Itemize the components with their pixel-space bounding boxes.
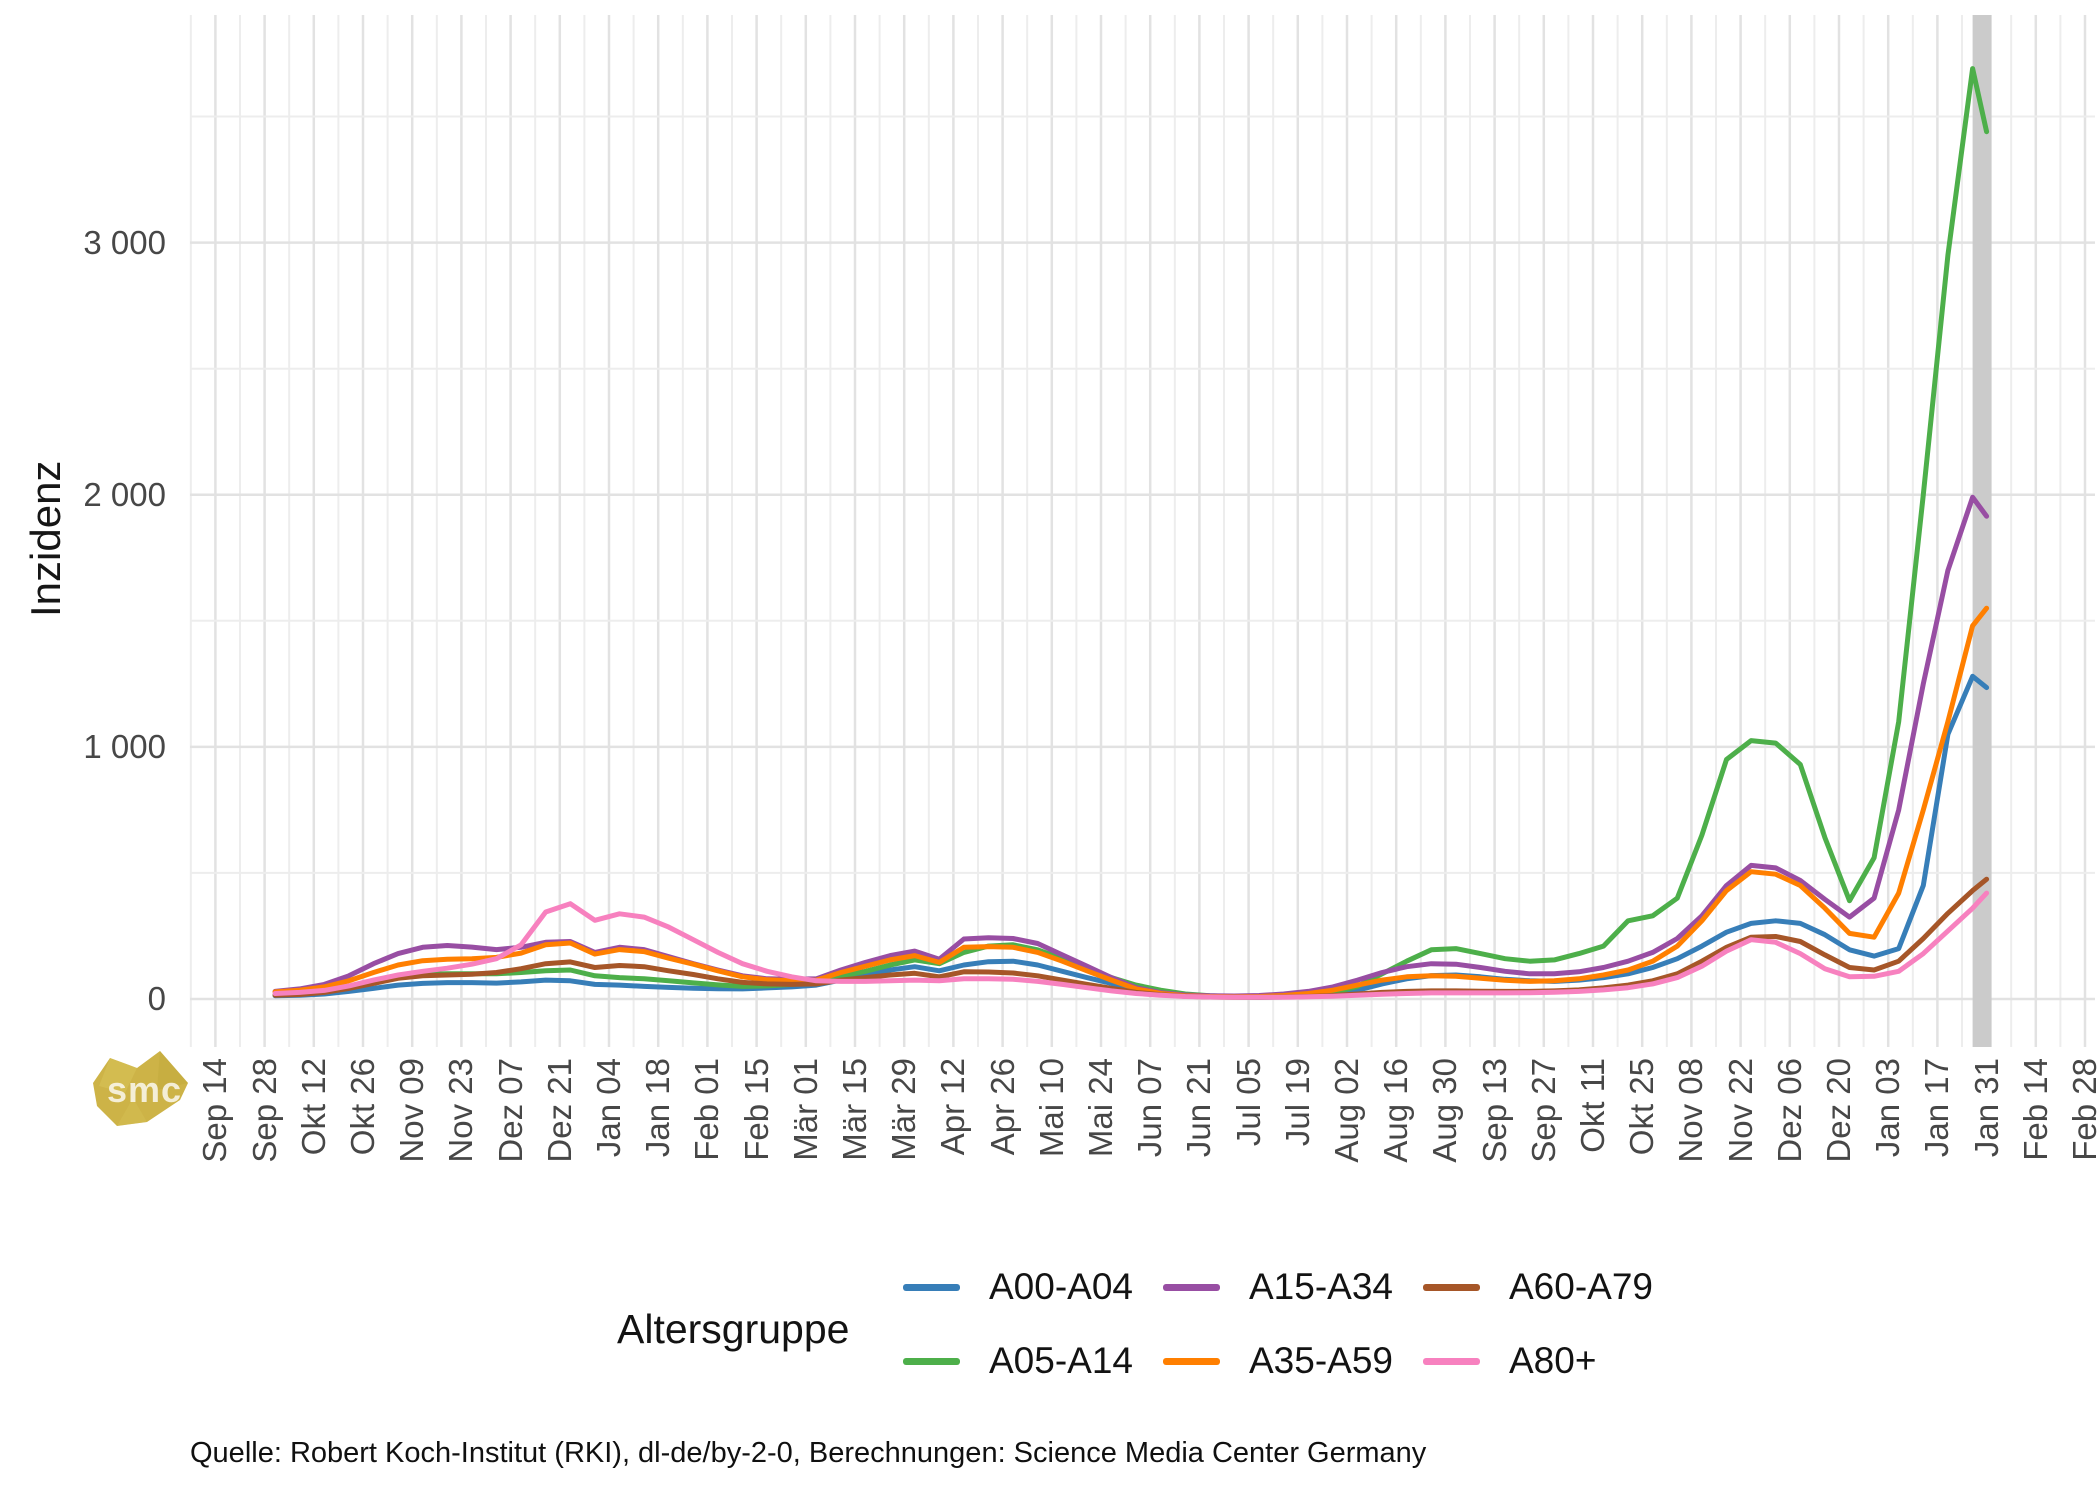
legend-swatch-icon — [1163, 1357, 1220, 1365]
x-tick-label: Nov 09 — [393, 1058, 431, 1163]
x-tick-label: Sep 13 — [1475, 1058, 1513, 1163]
y-tick-label: 1 000 — [83, 727, 166, 765]
x-tick-label: Apr 26 — [983, 1058, 1021, 1156]
smc-logo: smc — [93, 1051, 188, 1126]
x-tick-label: Nov 08 — [1672, 1058, 1710, 1163]
x-tick-label: Aug 30 — [1426, 1058, 1464, 1163]
x-tick-label: Jul 05 — [1229, 1058, 1267, 1147]
legend-swatch-icon — [1423, 1283, 1480, 1291]
x-tick-label: Jun 21 — [1180, 1058, 1218, 1158]
x-tick-label: Sep 28 — [245, 1058, 283, 1163]
legend-item-A15-A34: A15-A34 — [1163, 1266, 1423, 1308]
x-tick-label: Okt 11 — [1574, 1058, 1611, 1153]
x-tick-label: Jul 19 — [1278, 1058, 1316, 1147]
x-tick-label: Mai 24 — [1082, 1058, 1119, 1158]
x-tick-label: Aug 02 — [1328, 1058, 1365, 1163]
x-tick-label: Jan 04 — [590, 1058, 627, 1158]
x-tick-label: Aug 16 — [1377, 1058, 1415, 1163]
legend-item-A05-A14: A05-A14 — [903, 1340, 1163, 1382]
x-tick-label: Dez 06 — [1770, 1058, 1808, 1163]
x-tick-label: Dez 21 — [540, 1058, 578, 1163]
y-tick-label: 3 000 — [83, 223, 166, 261]
y-tick-label: 0 — [147, 980, 166, 1017]
legend-items: A00-A04 A05-A14 A15-A34 A35-A59 A60-A79 A80+ — [903, 1250, 1683, 1398]
x-tick-label: Jan 03 — [1869, 1058, 1907, 1158]
x-tick-label: Nov 23 — [442, 1058, 480, 1163]
legend-item-A35-A59: A35-A59 — [1163, 1340, 1423, 1382]
x-tick-label: Dez 07 — [491, 1058, 529, 1163]
x-tick-label: Jun 07 — [1131, 1058, 1169, 1158]
x-tick-label: Dez 20 — [1820, 1058, 1857, 1163]
x-tick-label: Nov 22 — [1721, 1058, 1759, 1163]
legend-label: A35-A59 — [1249, 1340, 1393, 1381]
source-caption: Quelle: Robert Koch-Institut (RKI), dl-d… — [190, 1437, 1427, 1469]
series-line-A80+ — [272, 890, 1990, 1000]
y-tick-label: 2 000 — [83, 475, 166, 513]
legend-title: Altersgruppe — [617, 1306, 850, 1352]
x-tick-label: Jan 31 — [1967, 1058, 2005, 1158]
x-tick-label: Mär 29 — [885, 1058, 923, 1161]
smc-logo-text: smc — [107, 1069, 182, 1110]
highlight-band-recent-data — [1972, 15, 1992, 1047]
x-tick-label: Sep 27 — [1524, 1058, 1562, 1163]
x-tick-label: Okt 12 — [294, 1058, 332, 1156]
legend-label: A05-A14 — [989, 1340, 1133, 1381]
x-tick-label: Jan 17 — [1918, 1058, 1956, 1158]
x-tick-label: Feb 15 — [737, 1058, 775, 1161]
legend-label: A15-A34 — [1249, 1266, 1393, 1307]
x-tick-label: Feb 28 — [2066, 1058, 2100, 1161]
x-tick-label: Feb 01 — [688, 1058, 726, 1161]
legend-item-A80+: A80+ — [1423, 1340, 1683, 1382]
x-tick-label: Mai 10 — [1032, 1058, 1070, 1158]
series-line-A05-A14 — [272, 66, 1990, 1000]
legend-item-A60-A79: A60-A79 — [1423, 1266, 1683, 1308]
x-tick-label: Feb 14 — [2016, 1058, 2054, 1161]
legend-label: A80+ — [1509, 1340, 1597, 1381]
legend-swatch-icon — [1423, 1357, 1480, 1365]
legend-label: A60-A79 — [1509, 1266, 1653, 1307]
legend-item-A00-A04: A00-A04 — [903, 1266, 1163, 1308]
legend-swatch-icon — [1163, 1283, 1220, 1291]
series-line-A35-A59 — [272, 605, 1990, 1000]
x-tick-label: Jan 18 — [639, 1058, 677, 1158]
x-tick-label: Okt 25 — [1623, 1058, 1661, 1156]
legend-swatch-icon — [903, 1283, 960, 1291]
legend-label: A00-A04 — [989, 1266, 1133, 1307]
x-tick-label: Okt 26 — [344, 1058, 381, 1156]
x-tick-label: Apr 12 — [934, 1058, 972, 1156]
x-tick-label: Mär 15 — [836, 1058, 873, 1161]
legend-swatch-icon — [903, 1357, 960, 1365]
x-tick-label: Mär 01 — [786, 1058, 824, 1161]
